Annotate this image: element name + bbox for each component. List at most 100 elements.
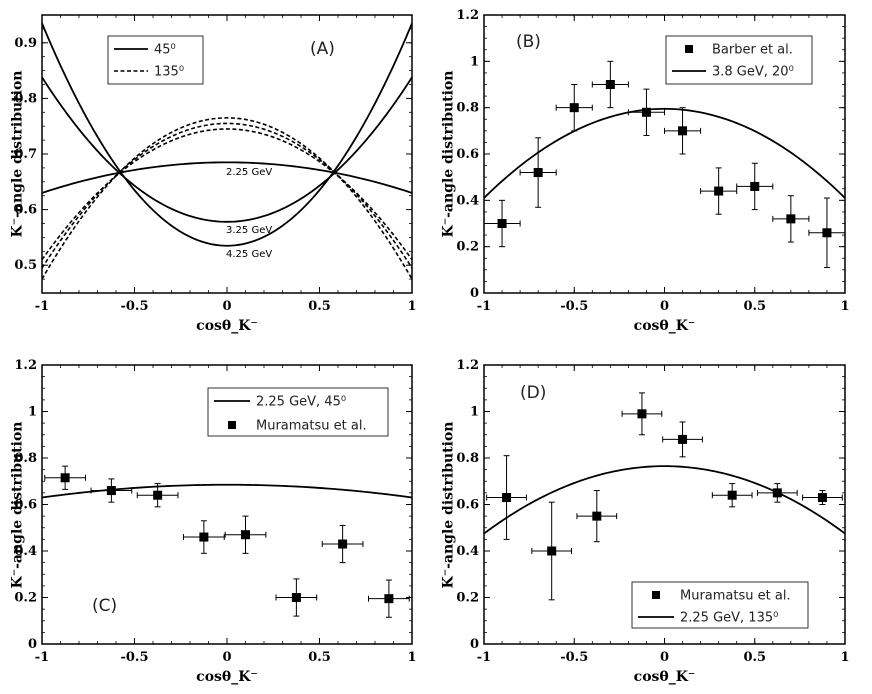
legend: Barber et al. 3.8 GeV, 20⁰: [665, 35, 813, 85]
data-marker: [199, 532, 209, 542]
y-tick-label: 0.4: [14, 544, 37, 559]
y-tick-label: 1.2: [456, 8, 479, 23]
x-tick-label: 0: [660, 650, 669, 665]
x-axis-label: cosθ_K⁻: [196, 669, 258, 685]
data-point: [275, 578, 318, 617]
x-axis-label: cosθ_K⁻: [196, 318, 258, 334]
y-tick-label: 0.2: [456, 591, 479, 606]
curve-label: 3.25 GeV: [226, 225, 272, 236]
legend-marker-sample: [652, 591, 660, 599]
y-tick-label: 1: [470, 54, 479, 69]
y-tick-label: 0: [470, 286, 479, 301]
legend-marker-sample: [228, 421, 236, 429]
data-point: [700, 167, 738, 215]
data-marker: [817, 493, 827, 503]
data-point: [555, 84, 593, 132]
y-axis-label: K⁻-angle distribution: [441, 422, 457, 589]
panel-label: (B): [516, 32, 541, 52]
data-point: [664, 107, 702, 155]
curve-label: 4.25 GeV: [226, 249, 272, 260]
y-tick-label: 0.8: [14, 451, 37, 466]
data-marker: [772, 488, 782, 498]
legend-label: 45⁰: [154, 43, 176, 58]
data-point: [519, 137, 557, 208]
y-tick-label: 0.6: [456, 147, 479, 162]
y-axis-label: K⁻-angle distribution: [441, 71, 457, 238]
data-marker: [641, 107, 651, 117]
legend: 2.25 GeV, 45⁰ Muramatsu et al.: [207, 387, 389, 437]
x-tick-label: 1: [407, 650, 416, 665]
data-point: [224, 515, 267, 554]
data-point: [531, 501, 573, 601]
series-line-2-25-gev-135-: [41, 117, 413, 280]
y-tick-label: 1: [470, 405, 479, 420]
x-tick-label: 1: [840, 650, 849, 665]
y-tick-label: 0.7: [14, 147, 37, 162]
series-line-2-25-gev-45-: [41, 161, 413, 194]
data-marker: [727, 490, 737, 500]
data-marker: [338, 539, 348, 549]
data-marker: [678, 434, 688, 444]
model-curve: [41, 483, 413, 499]
y-tick-label: 0.8: [456, 451, 479, 466]
x-tick-label: -1: [477, 650, 491, 665]
data-point: [591, 60, 629, 109]
x-tick-label: -1: [477, 299, 491, 314]
x-tick-label: 0.5: [308, 299, 331, 314]
y-tick-label: 1.2: [456, 358, 479, 373]
panel-a: -1 -0.5 0 0.5 1 0.5 0.6 0.7 0.8 0.9 cosθ_K⁻ K⁻-angl…: [10, 14, 417, 334]
data-point: [756, 483, 798, 503]
data-point: [711, 483, 753, 508]
data-marker: [106, 486, 116, 496]
panel-label: (C): [92, 596, 117, 616]
x-tick-label: -0.5: [120, 650, 148, 665]
legend-label: Barber et al.: [712, 43, 793, 58]
x-tick-label: 0.5: [308, 650, 331, 665]
data-point: [136, 483, 179, 508]
data-marker: [750, 181, 760, 191]
y-tick-label: 0.8: [14, 91, 37, 106]
data-point: [90, 478, 133, 503]
y-tick-label: 0.5: [14, 258, 37, 273]
curve-label: 2.25 GeV: [226, 167, 272, 178]
legend-label: 2.25 GeV, 135⁰: [680, 611, 778, 626]
data-point: [621, 392, 663, 436]
y-axis-label: K⁻-angle distribution: [10, 71, 26, 238]
legend: 45⁰ 135⁰: [107, 35, 204, 85]
y-tick-label: 0.4: [456, 544, 479, 559]
x-tick-label: 0.5: [743, 650, 766, 665]
legend-label: 3.8 GeV, 20⁰: [712, 65, 794, 80]
panel-c: -1 -0.5 0 0.5 1 0 0.2 0.4 0.6 0.8 1 1.2 cosθ_K⁻ K⁻-an…: [10, 358, 417, 685]
data-marker: [60, 473, 70, 483]
y-tick-label: 0.2: [14, 591, 37, 606]
data-marker: [153, 490, 163, 500]
data-point: [483, 199, 521, 248]
data-point: [44, 465, 86, 490]
data-point: [627, 88, 665, 136]
series-line-4-25-gev-45-: [41, 22, 413, 247]
data-point: [772, 195, 810, 243]
data-point: [808, 197, 846, 269]
data-marker: [497, 219, 507, 228]
legend-box: [665, 35, 813, 85]
series-line-4-25-gev-135-: [41, 128, 413, 261]
data-marker: [678, 126, 688, 136]
panel-b: -1 -0.5 0 0.5 1 0 0.2 0.4 0.6 0.8 1 1.2 cosθ_K⁻ K⁻-an…: [441, 8, 850, 334]
legend-box: [631, 581, 809, 629]
y-tick-label: 0.2: [456, 240, 479, 255]
data-marker: [384, 594, 394, 604]
data-marker: [533, 168, 543, 178]
x-tick-label: 0: [222, 650, 231, 665]
y-tick-label: 0: [28, 637, 37, 652]
legend-label: Muramatsu et al.: [680, 589, 791, 604]
model-curve: [483, 465, 846, 535]
legend: Muramatsu et al. 2.25 GeV, 135⁰: [631, 581, 809, 629]
panel-label: (D): [520, 383, 546, 403]
panel-label: (A): [310, 39, 335, 59]
y-tick-label: 0.6: [14, 203, 37, 218]
data-point: [662, 421, 703, 458]
panel-d: -1 -0.5 0 0.5 1 0 0.2 0.4 0.6 0.8 1 1.2 cosθ_K⁻ K⁻-an…: [441, 358, 850, 685]
x-axis-label: cosθ_K⁻: [634, 318, 696, 334]
y-tick-label: 0.9: [14, 36, 37, 51]
